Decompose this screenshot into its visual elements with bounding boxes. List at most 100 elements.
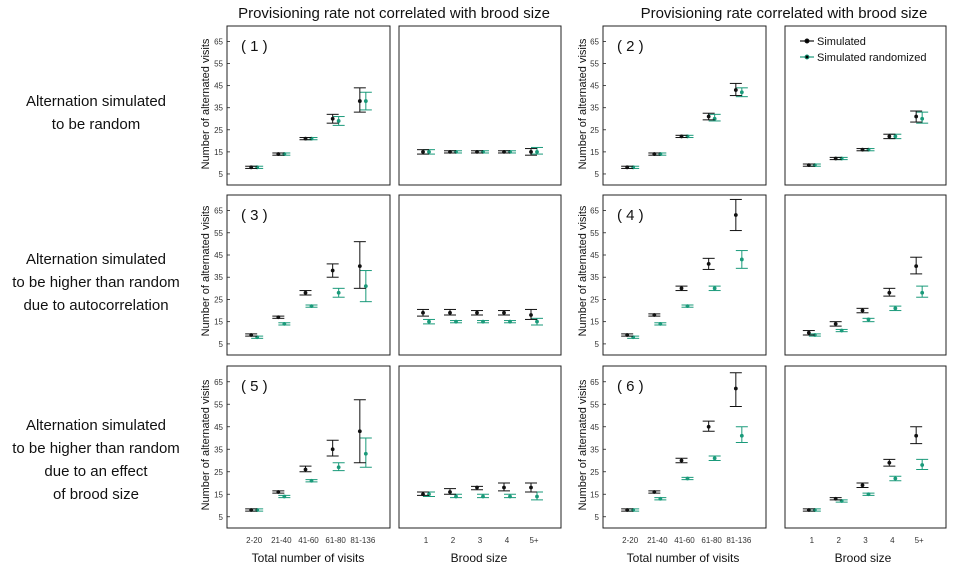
panel-r3-c3-simulated-2: [648, 490, 661, 494]
panel-r3-c2-xtick-label-4: 4: [505, 536, 510, 545]
panel-r3-c1-randomized-4: [332, 462, 345, 472]
panel-r1-c3-simulated-2-point: [652, 152, 657, 156]
x-title-brood-col1: Brood size: [451, 551, 508, 565]
panel-r3-c3-simulated-3: [675, 457, 688, 464]
panel-r1-c2-simulated-2: [444, 149, 456, 154]
panel-r1-c3-simulated-4-point: [706, 114, 711, 119]
panel-r1-c1-simulated-5: [353, 87, 366, 113]
panel-r2-c3-ytick-label-5: 5: [595, 340, 600, 349]
panel-r3-c2-simulated-5-point: [529, 485, 533, 490]
panel-r2-c1-randomized-5: [359, 270, 372, 303]
panel-r2-c1-ytick-label-5: 5: [219, 340, 224, 349]
panel-r3-c1-ytick-label-35: 35: [214, 445, 223, 454]
panel-r2-c1: 5 15 25 35 45 55 65 ( 3 ): [214, 194, 391, 356]
panel-r3-c3-simulated-3-point: [679, 458, 684, 463]
panel-r3-c1-simulated-4: [326, 439, 339, 457]
panel-r2-c1-simulated-2-point: [276, 315, 281, 320]
panel-r2-c2-simulated-2-point: [448, 310, 452, 315]
row-label-2-line-1: Alternation simulated: [26, 251, 166, 268]
panel-r1-c3-simulated-1: [621, 165, 634, 170]
panel-r1-c2-randomized-5: [531, 146, 543, 155]
panel-r3-c4-simulated-3: [856, 482, 869, 488]
panel-r3-c3-simulated-1: [621, 508, 634, 512]
panel-r2-c3-simulated-4-point: [706, 261, 711, 266]
panel-r1-c3-simulated-5: [729, 82, 742, 97]
panel-r3-c2-simulated-2: [444, 488, 456, 495]
panel-r3-c4-randomized-3: [862, 492, 875, 497]
panel-r2-c2-simulated-2: [444, 308, 456, 316]
panel-r2-c1-simulated-5-point: [357, 264, 362, 269]
panel-r2-c3-frame: [602, 194, 767, 356]
panel-r2-c3-simulated-1: [621, 333, 634, 337]
panel-r3-c1-ytick-label-25: 25: [214, 468, 223, 477]
panel-r3-c4-randomized-3-point: [866, 492, 871, 497]
y-axis-title-r3c1: Number of alternated visits: [200, 379, 212, 510]
panel-r2-c4-randomized-4: [889, 305, 902, 312]
panel-r2-c1-ytick-label-35: 35: [214, 273, 223, 282]
panel-r1-c1-ytick-label-25: 25: [214, 126, 223, 135]
panel-r3-c3-simulated-4-point: [706, 424, 711, 429]
panel-r2-c3-randomized-2-point: [658, 321, 663, 326]
panel-r1-c2-simulated-1-point: [421, 149, 425, 154]
panel-r3-c4-simulated-3-point: [860, 483, 865, 488]
panel-r2-c2-simulated-4: [498, 310, 510, 316]
panel-r2-c3-randomized-5: [735, 250, 748, 269]
panel-r1-c1-simulated-1: [245, 165, 258, 170]
panel-r3-c3-xtick-label-1: 2-20: [622, 536, 639, 545]
panel-r3-c2-randomized-4-point: [508, 494, 512, 499]
panel-r2-c4-simulated-5: [910, 256, 923, 275]
panel-r3-c1-randomized-4-point: [336, 465, 341, 470]
panel-r2-c1-simulated-4: [326, 263, 339, 278]
panel-r3-c4-frame: [784, 365, 947, 529]
row-label-1-line-2: to be random: [52, 116, 140, 133]
row-label-3: Alternation simulated to be higher than …: [12, 417, 180, 503]
panel-r2-c1-simulated-3-point: [303, 290, 308, 295]
panel-r1-c3-simulated-4: [702, 112, 715, 121]
panel-r3-c2-randomized-2-point: [454, 494, 458, 499]
panel-r1-c2-simulated-2-point: [448, 149, 452, 154]
legend-item-simulated: Simulated: [800, 36, 866, 48]
panel-r1-c4-simulated-1: [802, 163, 815, 168]
panel-r3-c3-randomized-5: [735, 426, 748, 443]
panel-r3-c3-xtick-label-5: 81-136: [726, 536, 751, 545]
panel-r3-c3-ytick-label-65: 65: [590, 378, 599, 387]
panel-r1-c4-simulated-3-point: [860, 147, 865, 152]
panel-r3-c4-simulated-1-point: [806, 508, 811, 512]
panel-r2-c2-randomized-2: [450, 319, 462, 324]
row-label-2-line-3: due to autocorrelation: [23, 297, 168, 314]
panel-r2-c2-simulated-5-point: [529, 313, 533, 317]
panel-r1-c3-ytick-label-25: 25: [590, 126, 599, 135]
panel-r1-c1-randomized-5: [359, 91, 372, 111]
panel-r3-c4-simulated-4: [883, 458, 896, 467]
panel-r2-c1-simulated-3: [299, 290, 312, 296]
panel-r3-c2-simulated-4: [498, 482, 510, 492]
panel-r2-c1-randomized-5-point: [363, 284, 368, 289]
panel-r3-c4-randomized-4: [889, 475, 902, 482]
panel-r1-c4-randomized-4-point: [893, 134, 898, 139]
panel-r3-c2: 1 2 3 4 5+: [398, 365, 562, 545]
panel-r1-c4-simulated-3: [856, 147, 869, 152]
panel-r2-c2-simulated-5: [525, 308, 537, 320]
panel-r2-c1-ytick-label-55: 55: [214, 229, 223, 238]
panel-r3-c4-simulated-5: [910, 426, 923, 445]
panel-r2-c3-ytick-label-35: 35: [590, 273, 599, 282]
panel-r2-c3-randomized-3: [681, 304, 694, 309]
panel-r3-c2-xtick-label-1: 1: [424, 536, 429, 545]
panel-r3-c2-simulated-3-point: [475, 485, 479, 490]
row-label-1: Alternation simulated to be random: [26, 93, 166, 133]
panel-r3-c3-simulated-5: [729, 372, 742, 407]
panel-r1-c4-simulated-2-point: [833, 156, 838, 161]
panel-r2-c1-ytick-label-45: 45: [214, 251, 223, 260]
panel-r3-c3-randomized-5-point: [739, 433, 744, 438]
panel-r2-c2-frame: [398, 194, 562, 356]
panel-r1-c3-simulated-3: [675, 134, 688, 139]
panel-r3-c1-simulated-1: [245, 508, 258, 512]
panel-r2-c2-simulated-3-point: [475, 310, 479, 315]
panel-r1-c2-frame: [398, 25, 562, 186]
panel-r3-c3: 5 15 25 35 45 55 65 ( 6 ) 2-20 21-40 41-60 61-80 81-…: [590, 365, 767, 545]
x-title-brood-col2: Brood size: [835, 551, 892, 565]
y-axis-title-r3c2: Number of alternated visits: [577, 379, 589, 510]
panel-r1-c3-ytick-label-5: 5: [595, 170, 600, 179]
